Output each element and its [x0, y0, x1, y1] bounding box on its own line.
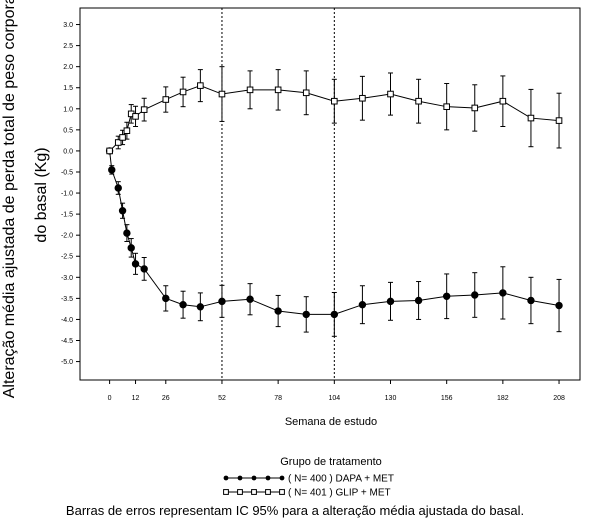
x-tick-label: 78 [274, 395, 282, 402]
legend-marker [237, 475, 243, 481]
legend-marker [265, 489, 271, 495]
y-tick-label: -3.5 [61, 296, 73, 303]
legend-entry-label: ( N= 400 ) DAPA + MET [288, 474, 394, 485]
data-point [218, 297, 226, 306]
data-point [415, 97, 422, 105]
legend-marker [265, 475, 271, 481]
y-tick-label: -4.5 [61, 338, 73, 345]
data-point [131, 260, 140, 268]
data-point [127, 244, 135, 252]
footnote: Barras de erros representam IC 95% para … [66, 503, 524, 518]
data-point [106, 147, 113, 155]
data-point [471, 104, 479, 112]
data-point [358, 300, 367, 309]
data-point [555, 117, 563, 124]
legend-marker [279, 489, 285, 495]
data-point [140, 106, 148, 113]
x-tick-label: 12 [132, 395, 140, 402]
y-axis-label-line-2: do basal (Kg) [33, 147, 50, 242]
data-point [443, 103, 450, 110]
legend-entry-label: ( N= 401 ) GLIP + MET [288, 488, 391, 499]
legend-marker [251, 489, 257, 495]
y-tick-label: 1.0 [63, 106, 73, 113]
x-tick-label: 104 [328, 395, 340, 402]
data-point [302, 310, 310, 319]
data-point [118, 207, 127, 215]
data-point [471, 291, 479, 299]
data-point [499, 97, 507, 105]
data-point [386, 297, 395, 306]
y-tick-label: -5.0 [61, 359, 73, 366]
x-tick-label: 156 [441, 395, 453, 402]
x-tick-label: 130 [385, 395, 397, 402]
legend-marker [279, 475, 285, 481]
data-point [442, 292, 451, 300]
data-point [123, 127, 131, 135]
y-tick-label: -3.0 [61, 275, 73, 282]
y-tick-label: 3.0 [63, 22, 73, 29]
y-tick-label: -2.5 [61, 254, 73, 261]
legend-marker [223, 489, 229, 495]
y-tick-label: -0.5 [61, 169, 73, 176]
y-tick-label: 2.0 [63, 64, 73, 71]
data-point [196, 303, 205, 311]
data-point [123, 229, 131, 237]
y-tick-label: 1.5 [63, 85, 73, 92]
data-point [179, 88, 187, 96]
series-line [109, 150, 560, 315]
data-point [246, 86, 254, 94]
data-point [114, 139, 122, 146]
y-tick-label: 0.5 [63, 127, 73, 134]
data-point [114, 184, 122, 192]
legend-marker [223, 475, 229, 481]
x-tick-label: 208 [553, 395, 565, 402]
data-point [162, 96, 170, 103]
y-tick-label: -1.0 [61, 191, 73, 198]
data-point [527, 296, 535, 305]
data-point [197, 82, 204, 89]
data-point [499, 289, 507, 297]
x-tick-label: 182 [497, 395, 509, 402]
data-point [274, 86, 282, 94]
y-axis-label-line-1: Alteração média ajustada de perda total … [1, 0, 18, 398]
y-tick-label: 0.0 [63, 148, 73, 155]
plot-frame [79, 7, 581, 381]
x-tick-label: 26 [162, 395, 170, 402]
data-point [132, 113, 139, 120]
legend-marker [237, 489, 243, 495]
y-tick-label: -1.5 [61, 212, 73, 219]
data-point [119, 134, 126, 141]
series-2 [106, 66, 563, 155]
x-tick-label: 0 [108, 395, 112, 402]
data-point [179, 300, 187, 309]
data-point [330, 310, 339, 319]
data-point [108, 166, 116, 174]
data-point [246, 295, 254, 303]
data-point [162, 294, 170, 303]
y-tick-label: 2.5 [63, 43, 73, 50]
data-point [302, 89, 310, 97]
data-point [555, 301, 563, 310]
x-axis-label: Semana de estudo [285, 416, 377, 428]
y-tick-label: -2.0 [61, 233, 73, 240]
y-tick-label: -4.0 [61, 317, 73, 324]
data-point [274, 307, 282, 315]
data-point [414, 296, 423, 305]
data-point [140, 265, 148, 273]
legend-marker [251, 475, 257, 481]
data-point [527, 114, 535, 122]
data-point [387, 90, 394, 98]
data-point [359, 94, 366, 102]
data-point [331, 97, 338, 105]
x-tick-label: 52 [218, 395, 226, 402]
data-point [218, 90, 226, 98]
legend-title: Grupo de tratamento [280, 456, 382, 468]
legend: ( N= 400 ) DAPA + MET ( N= 401 ) GLIP + M… [223, 474, 394, 499]
